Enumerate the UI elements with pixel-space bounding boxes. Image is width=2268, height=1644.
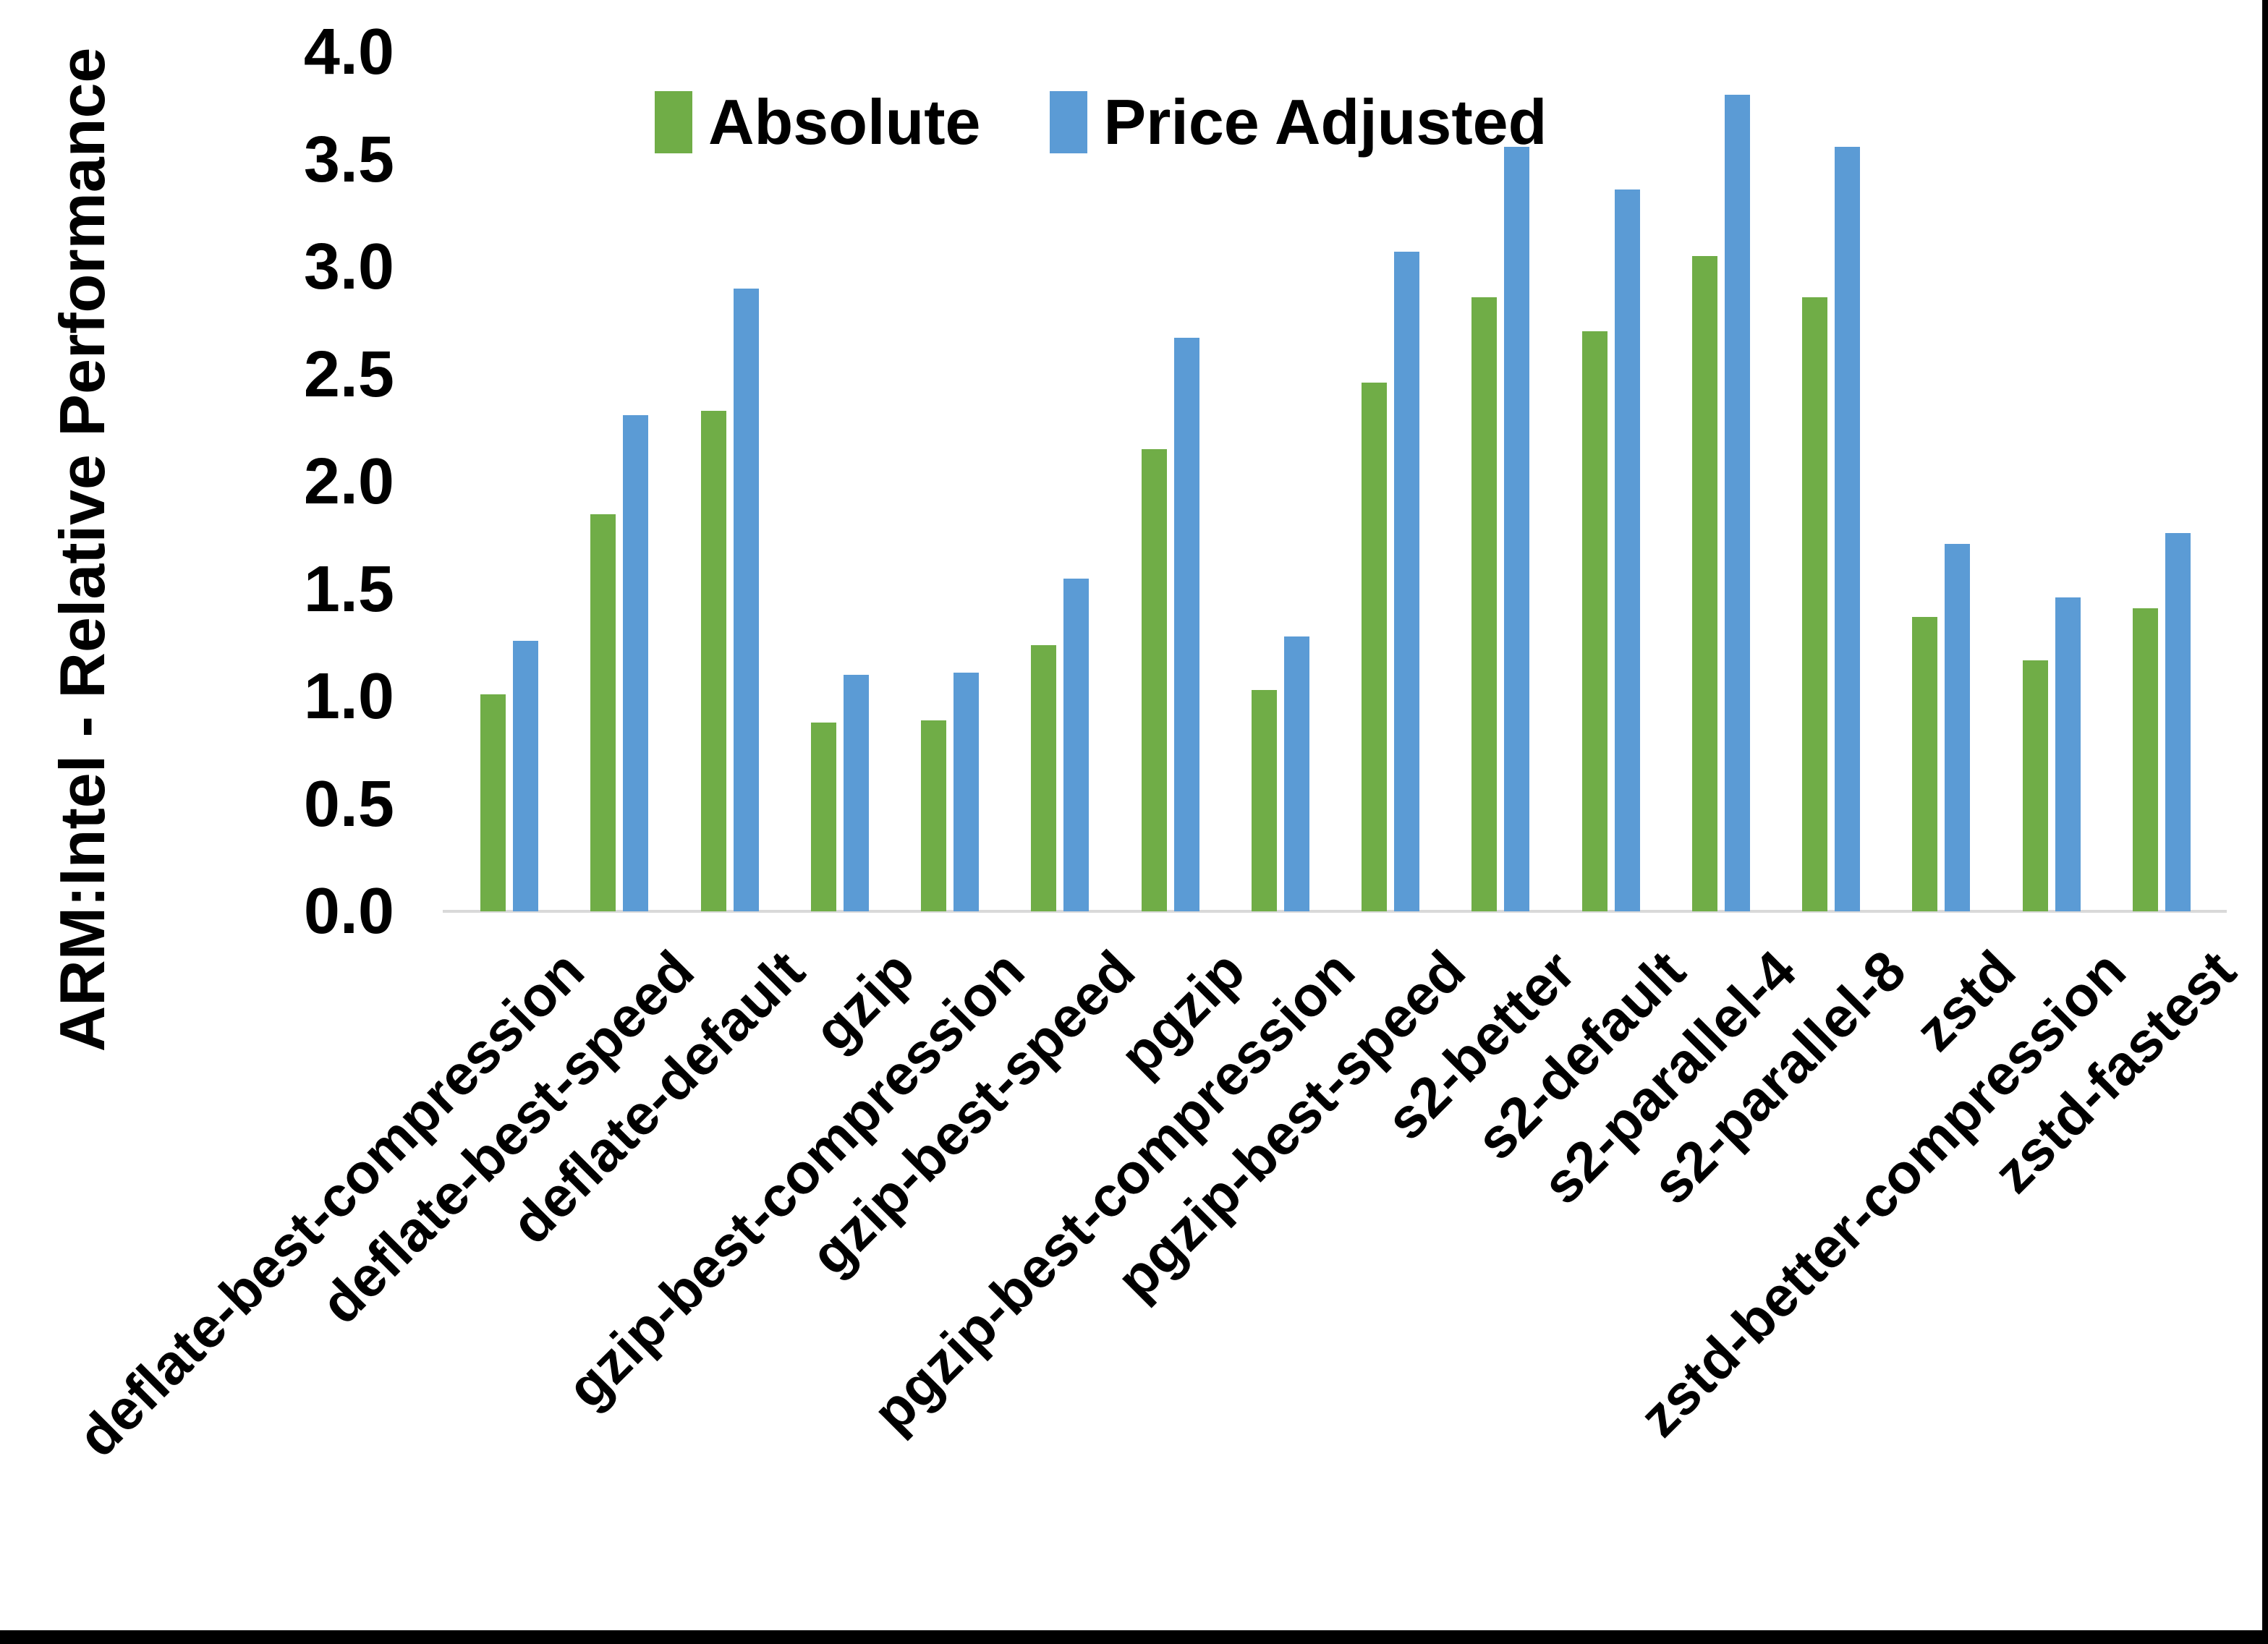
y-axis-title: ARM:Intel - Relative Performance	[46, 47, 118, 1052]
bar-price-adjusted	[1835, 146, 1861, 911]
screenshot-frame-bottom	[0, 1630, 2268, 1644]
bar-absolute	[921, 720, 947, 911]
bar-absolute	[1362, 383, 1388, 911]
bar-group	[454, 52, 564, 911]
bar-price-adjusted	[1614, 189, 1640, 911]
bar-price-adjusted	[623, 414, 649, 911]
bar-group	[1997, 52, 2107, 911]
bar-absolute	[1912, 617, 1938, 911]
bar-group	[895, 52, 1005, 911]
bar-price-adjusted	[733, 288, 759, 911]
bar-absolute	[480, 694, 506, 911]
bar-price-adjusted	[513, 640, 539, 911]
bar-absolute	[1691, 256, 1717, 911]
bar-absolute	[1141, 449, 1167, 911]
bar-price-adjusted	[1063, 578, 1090, 911]
bar-price-adjusted	[1394, 252, 1420, 911]
bar-absolute	[2022, 660, 2048, 911]
bar-group	[785, 52, 895, 911]
plot-area	[454, 52, 2217, 911]
bar-absolute	[1581, 331, 1607, 911]
bar-price-adjusted	[954, 673, 980, 911]
y-axis-tick-label: 4.0	[303, 16, 394, 88]
bar-absolute	[700, 411, 726, 911]
y-axis-tick-label: 2.5	[303, 338, 394, 411]
bar-price-adjusted	[1283, 636, 1309, 911]
y-axis-tick-label: 1.5	[303, 553, 394, 626]
bar-absolute	[1031, 644, 1057, 911]
bar-price-adjusted	[1504, 146, 1530, 911]
bar-group	[564, 52, 674, 911]
bar-group	[1445, 52, 1555, 911]
bar-absolute	[2132, 608, 2158, 911]
bar-price-adjusted	[2165, 533, 2191, 911]
bar-group	[2107, 52, 2217, 911]
bar-group	[1886, 52, 1996, 911]
y-axis-tick-label: 0.0	[303, 875, 394, 947]
y-axis-tick-label: 2.0	[303, 446, 394, 518]
y-axis-tick-label: 1.0	[303, 660, 394, 733]
bar-absolute	[1802, 297, 1828, 911]
legend-item-absolute: Absolute	[655, 85, 980, 159]
bar-group	[1116, 52, 1226, 911]
bar-group	[1226, 52, 1335, 911]
bar-price-adjusted	[1724, 95, 1750, 911]
bar-group	[675, 52, 785, 911]
bar-absolute	[810, 722, 836, 911]
legend-swatch-price-adjusted	[1050, 91, 1088, 153]
bar-price-adjusted	[1173, 338, 1199, 911]
bar-price-adjusted	[2055, 597, 2081, 911]
bar-group	[1005, 52, 1115, 911]
screenshot-frame-right	[2262, 0, 2268, 1644]
chart-legend: Absolute Price Adjusted	[655, 85, 1547, 159]
legend-item-price-adjusted: Price Adjusted	[1050, 85, 1547, 159]
bar-absolute	[590, 514, 616, 911]
bar-group	[1666, 52, 1776, 911]
bar-absolute	[1251, 690, 1277, 911]
bar-price-adjusted	[1945, 544, 1971, 911]
bar-absolute	[1471, 297, 1498, 911]
legend-label-price-adjusted: Price Adjusted	[1103, 86, 1547, 158]
y-axis-tick-label: 0.5	[303, 767, 394, 840]
bar-group	[1335, 52, 1445, 911]
x-axis-line	[443, 910, 2227, 913]
y-axis-tick-label: 3.5	[303, 123, 394, 196]
y-axis-tick-label: 3.0	[303, 231, 394, 303]
legend-label-absolute: Absolute	[708, 86, 981, 158]
bar-group	[1776, 52, 1886, 911]
bar-group	[1556, 52, 1666, 911]
bar-price-adjusted	[843, 675, 869, 911]
legend-swatch-absolute	[655, 91, 692, 153]
